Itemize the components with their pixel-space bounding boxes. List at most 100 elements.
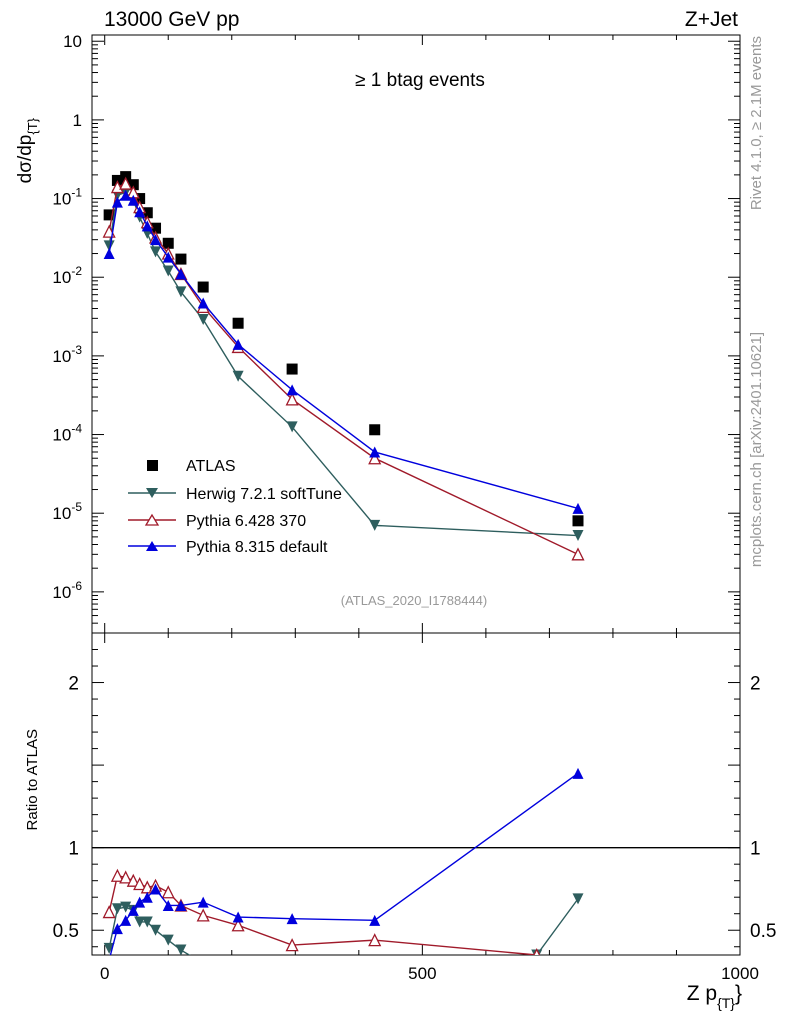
ratio-point-pythia6: [133, 877, 147, 891]
y-tick-label: 10-5: [52, 500, 82, 523]
data-point-atlas: [232, 317, 244, 329]
data-point-pythia8: [127, 194, 139, 206]
ratio-point-pythia6: [161, 885, 175, 899]
ratio-point-pythia8: [572, 767, 584, 779]
mcplots-label: mcplots.cern.ch [arXiv:2401.10621]: [748, 332, 765, 567]
data-point-pythia6: [110, 180, 124, 194]
legend-marker-pythia8: [146, 541, 158, 551]
data-point-atlas: [197, 281, 209, 293]
legend-marker-atlas: [147, 460, 158, 471]
series-line-pythia8: [108, 194, 579, 510]
ratio-point-pythia8: [162, 899, 174, 911]
main-axis-ticks: 10-6 10-5 10-4 10-3 10-2 10-1 1 10: [52, 32, 741, 634]
data-point-atlas: [150, 222, 162, 234]
ratio-axis-ticks: 0 500 1000 0.5 0.5 1 1 2 2: [53, 633, 776, 983]
data-point-pythia8: [111, 196, 123, 208]
legend-label-herwig: Herwig 7.2.1 softTune: [186, 486, 342, 503]
ratio-point-herwig: [111, 903, 123, 915]
y-tick-label: 10: [63, 32, 82, 51]
ratio-point-pythia8: [175, 899, 187, 911]
y-tick-label: 10-6: [52, 579, 82, 602]
main-series-layer: [102, 171, 585, 561]
ratio-point-pythia8: [232, 911, 244, 923]
data-point-pythia8: [369, 446, 381, 458]
series-line-herwig: [108, 191, 579, 537]
data-point-pythia6: [119, 176, 133, 190]
data-point-atlas: [175, 253, 187, 265]
data-point-pythia8: [103, 248, 115, 260]
data-point-atlas: [572, 515, 584, 527]
data-point-pythia8: [572, 502, 584, 514]
data-point-pythia8: [162, 251, 174, 263]
ratio-point-herwig: [141, 916, 153, 928]
data-point-pythia8: [120, 189, 132, 201]
data-point-pythia8: [150, 234, 162, 246]
series-line-pythia6: [108, 182, 579, 555]
data-point-herwig: [175, 286, 187, 298]
x-tick-label: 1000: [721, 964, 759, 983]
legend-label-pythia8: Pythia 8.315 default: [186, 539, 328, 556]
ratio-point-pythia6: [102, 905, 116, 919]
data-point-herwig: [232, 370, 244, 382]
y-tick-label-right: 2: [750, 674, 761, 695]
ratio-point-herwig: [162, 934, 174, 946]
ratio-point-herwig: [175, 944, 187, 955]
energy-title: 13000 GeV pp: [104, 8, 239, 31]
y-tick-label: 10-4: [52, 422, 82, 445]
x-tick-label: 500: [408, 964, 436, 983]
data-point-atlas: [162, 237, 174, 249]
data-point-herwig: [286, 421, 298, 433]
ratio-point-pythia8: [369, 914, 381, 926]
y-tick-label-right: 0.5: [750, 921, 776, 942]
data-point-atlas: [369, 424, 381, 436]
ratio-point-pythia6: [368, 933, 382, 947]
legend: ATLAS Herwig 7.2.1 softTune Pythia 6.428…: [128, 458, 342, 556]
y-tick-label: 0.5: [53, 921, 79, 942]
ratio-point-herwig: [369, 997, 380, 1008]
ratio-point-herwig: [233, 971, 244, 982]
data-point-herwig: [197, 314, 209, 326]
data-point-atlas: [134, 193, 146, 205]
data-point-atlas: [286, 363, 298, 375]
analysis-id: (ATLAS_2020_I1788444): [341, 593, 487, 608]
data-point-pythia6: [285, 392, 299, 406]
ratio-series-layer: [102, 767, 584, 1008]
ratio-point-pythia8: [111, 923, 123, 935]
data-point-pythia8: [197, 297, 209, 309]
data-point-pythia6: [368, 451, 382, 465]
y-tick-label: 1: [73, 111, 82, 130]
data-point-atlas: [127, 179, 139, 191]
data-point-herwig: [572, 530, 584, 542]
ratio-point-herwig: [103, 942, 115, 954]
ratio-y-axis-title: Ratio to ATLAS: [24, 729, 41, 830]
ratio-point-pythia8: [120, 914, 132, 926]
ratio-point-pythia6: [110, 868, 124, 882]
ratio-point-herwig: [120, 901, 132, 913]
ratio-point-herwig: [134, 916, 146, 928]
y-tick-label: 10-2: [52, 264, 82, 287]
data-point-atlas: [141, 207, 153, 219]
main-y-axis-title: dσ/dp{T}: [15, 117, 40, 183]
ratio-point-pythia6: [119, 870, 133, 884]
rivet-label: Rivet 4.1.0, ≥ 2.1M events: [748, 36, 765, 210]
data-point-pythia8: [232, 338, 244, 350]
data-point-herwig: [369, 519, 381, 531]
ratio-point-pythia8: [141, 891, 153, 903]
data-point-pythia6: [571, 547, 585, 561]
ratio-point-herwig: [150, 924, 162, 936]
ratio-line-pythia6: [108, 874, 537, 955]
data-point-herwig: [150, 246, 162, 258]
data-point-pythia8: [175, 268, 187, 280]
ratio-line-pythia8: [109, 772, 579, 955]
ratio-point-pythia8: [127, 904, 139, 916]
data-point-pythia8: [286, 384, 298, 396]
ratio-plot-frame: [91, 632, 741, 956]
ratio-point-pythia8: [150, 883, 162, 895]
ratio-point-herwig: [572, 893, 584, 905]
data-point-herwig: [103, 240, 115, 252]
process-title: Z+Jet: [685, 8, 738, 31]
x-axis-title: Z p{T}}: [687, 982, 742, 1011]
ratio-point-pythia6: [533, 948, 541, 955]
ratio-point-pythia8: [134, 896, 146, 908]
data-point-pythia8: [141, 220, 153, 232]
